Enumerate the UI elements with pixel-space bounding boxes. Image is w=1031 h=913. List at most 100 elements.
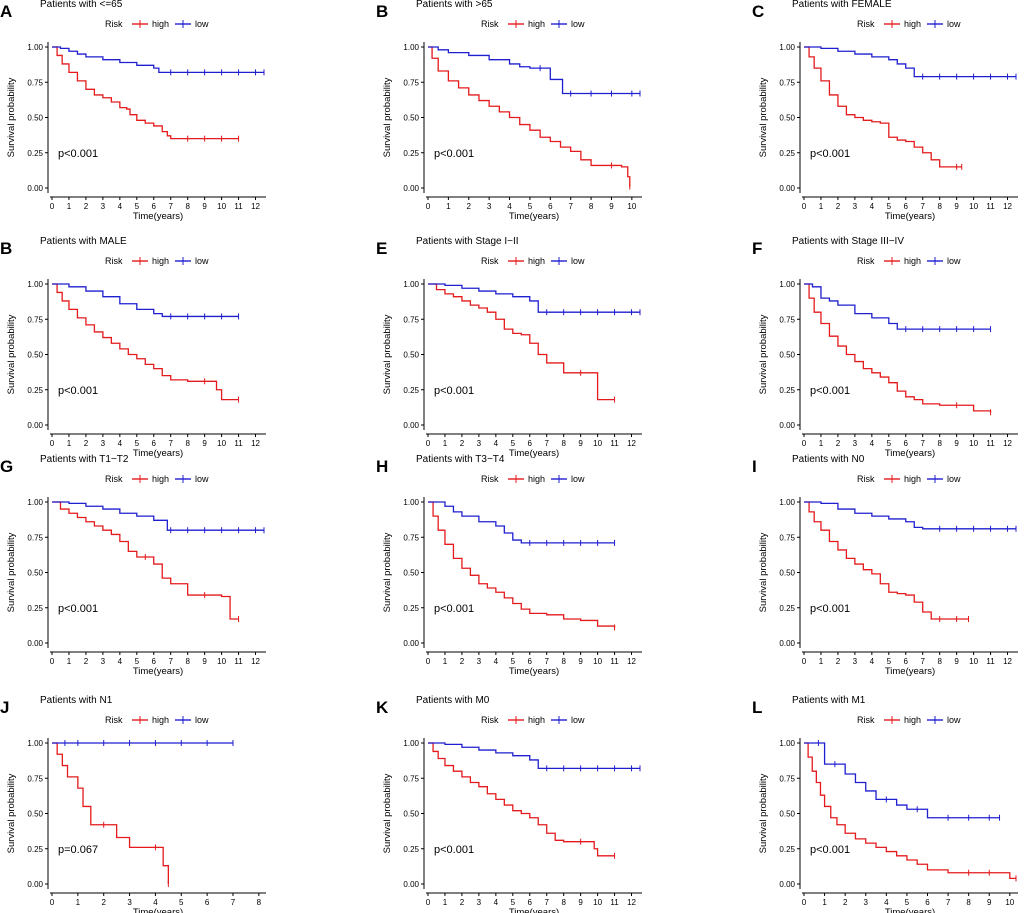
legend-title: Risk	[105, 19, 123, 29]
x-tick-label: 3	[853, 657, 858, 666]
legend-label-low: low	[195, 19, 209, 29]
km-panel-3: C Patients with FEMALE Risk high low 0.00 0.25…	[752, 0, 1018, 222]
km-curve-high	[428, 283, 615, 401]
x-tick-label: 0	[426, 202, 431, 211]
y-tick-label: 1.00	[403, 43, 419, 52]
km-panel-12: L Patients with M1 Risk high low 0.00 0.25 0.50…	[752, 695, 1018, 913]
panel-letter: J	[0, 698, 9, 717]
y-tick-label: 0.50	[403, 810, 419, 819]
x-tick-label: 8	[966, 898, 971, 907]
x-axis-title: Time(years)	[509, 448, 559, 459]
km-panel-11: K Patients with M0 Risk high low 0.00 0.25 0.50…	[376, 695, 642, 913]
x-tick-label: 6	[152, 202, 157, 211]
x-tick-label: 0	[426, 898, 431, 907]
p-value: p<0.001	[58, 603, 98, 615]
panel-letter: A	[0, 2, 12, 21]
y-tick-label: 1.00	[779, 43, 795, 52]
x-tick-label: 9	[954, 657, 959, 666]
x-tick-label: 7	[920, 439, 925, 448]
legend-label-high: high	[904, 256, 921, 266]
x-tick-label: 3	[853, 439, 858, 448]
y-axis-title: Survival probability	[758, 773, 769, 853]
y-tick-label: 0.50	[779, 351, 795, 360]
x-tick-label: 9	[202, 202, 207, 211]
y-axis-title: Survival probability	[758, 77, 769, 157]
panel-title: Patients with N1	[40, 695, 113, 706]
km-panel-2: B Patients with >65 Risk high low 0.00 0.25 0.5…	[376, 0, 642, 222]
x-tick-label: 6	[904, 657, 909, 666]
x-tick-label: 4	[118, 202, 123, 211]
x-tick-label: 11	[234, 202, 243, 211]
y-tick-label: 1.00	[403, 498, 419, 507]
legend-label-high: high	[528, 715, 545, 725]
y-tick-label: 0.75	[779, 774, 795, 783]
legend-label-low: low	[195, 474, 209, 484]
x-tick-label: 1	[443, 439, 448, 448]
legend: Risk high low	[105, 256, 209, 266]
y-axis-title: Survival probability	[6, 314, 17, 394]
x-tick-label: 6	[152, 657, 157, 666]
x-tick-label: 9	[954, 439, 959, 448]
y-tick-label: 0.50	[27, 810, 43, 819]
y-axis-title: Survival probability	[382, 77, 393, 157]
km-panel-8: H Patients with T3−T4 Risk high low 0.00 0.25 0…	[376, 454, 642, 677]
x-tick-label: 10	[969, 657, 978, 666]
x-tick-label: 2	[460, 898, 465, 907]
x-tick-label: 1	[67, 202, 72, 211]
x-tick-label: 3	[864, 898, 869, 907]
x-tick-label: 8	[185, 657, 190, 666]
x-tick-label: 2	[460, 657, 465, 666]
x-tick-label: 8	[561, 657, 566, 666]
x-tick-label: 4	[507, 202, 512, 211]
y-tick-label: 0.50	[403, 351, 419, 360]
p-value: p<0.001	[434, 385, 474, 397]
x-tick-label: 12	[627, 898, 636, 907]
x-tick-label: 11	[986, 202, 995, 211]
km-curve-high	[804, 742, 1016, 880]
y-tick-label: 0.25	[27, 845, 43, 854]
x-axis-title: Time(years)	[133, 211, 183, 222]
y-tick-label: 0.75	[27, 78, 43, 87]
y-tick-label: 0.00	[779, 880, 795, 889]
km-curve-low	[804, 46, 1016, 78]
y-tick-label: 0.25	[27, 149, 43, 158]
legend-label-high: high	[528, 19, 545, 29]
x-axis-title: Time(years)	[885, 448, 935, 459]
y-tick-label: 0.50	[779, 810, 795, 819]
panel-title: Patients with M0	[416, 695, 490, 706]
x-tick-label: 2	[843, 898, 848, 907]
x-tick-label: 12	[627, 439, 636, 448]
legend-label-high: high	[904, 19, 921, 29]
x-tick-label: 7	[544, 657, 549, 666]
y-tick-label: 1.00	[403, 280, 419, 289]
km-curve-low	[428, 283, 640, 313]
x-tick-label: 0	[50, 898, 55, 907]
km-curve-low	[428, 46, 640, 95]
y-tick-label: 0.25	[27, 604, 43, 613]
y-tick-label: 0.25	[403, 845, 419, 854]
x-tick-label: 9	[578, 898, 583, 907]
x-tick-label: 2	[84, 202, 89, 211]
x-tick-label: 5	[887, 202, 892, 211]
km-curve-low	[428, 501, 615, 544]
panel-letter: F	[752, 239, 762, 258]
y-tick-label: 0.75	[27, 315, 43, 324]
x-tick-label: 7	[168, 657, 173, 666]
legend-label-high: high	[152, 474, 169, 484]
legend-label-low: low	[947, 474, 961, 484]
p-value: p<0.001	[810, 603, 850, 615]
x-tick-label: 0	[802, 657, 807, 666]
x-tick-label: 10	[593, 657, 602, 666]
y-tick-label: 0.25	[779, 845, 795, 854]
x-tick-label: 7	[920, 202, 925, 211]
x-tick-label: 10	[217, 657, 226, 666]
x-tick-label: 10	[627, 202, 636, 211]
legend: Risk high low	[105, 19, 209, 29]
y-tick-label: 0.25	[403, 149, 419, 158]
x-tick-label: 3	[487, 202, 492, 211]
legend-label-low: low	[571, 256, 585, 266]
y-axis-title: Survival probability	[6, 77, 17, 157]
x-tick-label: 5	[887, 439, 892, 448]
y-tick-label: 1.00	[27, 498, 43, 507]
